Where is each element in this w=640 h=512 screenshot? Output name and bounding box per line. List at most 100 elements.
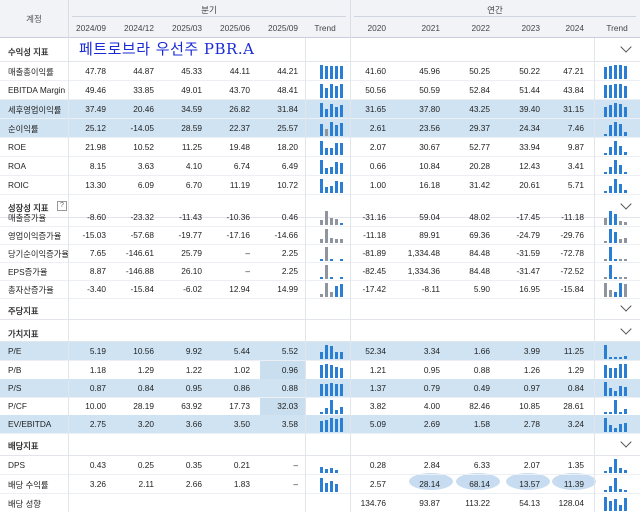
trend-sparkline[interactable] (318, 83, 352, 98)
trend-sparkline[interactable] (602, 264, 636, 279)
quarter-value: 0.43 (89, 460, 106, 470)
annual-value: -31.59 (516, 248, 540, 258)
trend-sparkline[interactable] (318, 399, 352, 414)
table-row[interactable]: 배당 성향 134.76 93.87 113.22 54.13 128.04 (0, 494, 640, 512)
table-row[interactable]: P/E 5.19 10.56 9.92 5.44 5.52 52.34 3.34 1.66 3.9… (0, 342, 640, 361)
table-row[interactable]: ROIC 13.30 6.09 6.70 11.19 10.72 1.00 16.18 31.4… (0, 176, 640, 195)
quarter-value: -14.05 (130, 123, 154, 133)
trend-sparkline[interactable] (602, 399, 636, 414)
table-row[interactable]: ROE 21.98 10.52 11.25 19.48 18.20 2.07 30.67 52.… (0, 138, 640, 157)
trend-bar (335, 66, 338, 79)
trend-sparkline[interactable] (602, 121, 636, 136)
section-growth[interactable]: 성장성 지표 ? (0, 196, 640, 218)
trend-sparkline[interactable] (318, 264, 352, 279)
trend-sparkline[interactable] (318, 282, 352, 297)
trend-sparkline[interactable] (602, 417, 636, 432)
help-icon[interactable]: ? (57, 201, 67, 211)
chevron-down-icon[interactable] (620, 300, 632, 312)
table-row[interactable]: 매출총이익률 47.78 44.87 45.33 44.11 44.21 41.60 45.9… (0, 62, 640, 81)
section-per-share[interactable]: 주당지표 (0, 298, 640, 320)
table-row[interactable]: 총자산증가율 -3.40 -15.84 -6.02 12.94 14.99 -17.42 -8… (0, 280, 640, 299)
col-2023[interactable]: 2023 (521, 23, 540, 33)
trend-sparkline[interactable] (318, 458, 352, 473)
col-2024[interactable]: 2024 (565, 23, 584, 33)
trend-sparkline[interactable] (602, 178, 636, 193)
trend-sparkline[interactable] (602, 496, 636, 511)
table-row[interactable]: P/S 0.87 0.84 0.95 0.86 0.88 1.37 0.79 0.49 0.97 0… (0, 379, 640, 398)
trend-sparkline[interactable] (318, 417, 352, 432)
quarter-value: -11.43 (179, 212, 202, 222)
trend-sparkline[interactable] (318, 210, 352, 225)
trend-sparkline[interactable] (318, 178, 352, 193)
quarter-value: – (293, 479, 298, 489)
trend-bar (619, 277, 622, 279)
quarter-value: 6.74 (233, 161, 250, 171)
trend-sparkline[interactable] (318, 64, 352, 79)
col-2025-06[interactable]: 2025/06 (220, 23, 250, 33)
trend-sparkline[interactable] (602, 458, 636, 473)
trend-sparkline[interactable] (318, 140, 352, 155)
table-row[interactable]: EBITDA Margin 49.46 33.85 49.01 43.70 48.41 50… (0, 81, 640, 100)
trend-sparkline[interactable] (318, 381, 352, 396)
trend-sparkline[interactable] (602, 477, 636, 492)
section-dividend[interactable]: 배당지표 (0, 434, 640, 456)
table-row[interactable]: 배당 수익률 3.26 2.11 2.66 1.83 – 2.57 28.14 68.14 13.… (0, 475, 640, 494)
trend-sparkline[interactable] (318, 477, 352, 492)
table-row[interactable]: 당기순이익증가율 7.65 -146.61 25.79 – 2.25 -81.89 1,334… (0, 244, 640, 263)
table-row[interactable]: EPS증가율 8.87 -146.88 26.10 – 2.25 -82.45 1,334.3… (0, 262, 640, 281)
trend-bar (624, 284, 627, 297)
table-row[interactable]: P/B 1.18 1.29 1.22 1.02 0.96 1.21 0.95 0.88 1.26 1… (0, 361, 640, 380)
chevron-down-icon[interactable] (620, 436, 632, 448)
trend-sparkline[interactable] (602, 210, 636, 225)
col-2025-03[interactable]: 2025/03 (172, 23, 202, 33)
trend-sparkline[interactable] (602, 246, 636, 261)
trend-sparkline[interactable] (602, 159, 636, 174)
trend-sparkline[interactable] (602, 381, 636, 396)
col-2020[interactable]: 2020 (367, 23, 386, 33)
annual-value: 45.96 (419, 66, 440, 76)
trend-sparkline[interactable] (602, 140, 636, 155)
col-2025-09[interactable]: 2025/09 (268, 23, 298, 33)
trend-sparkline[interactable] (602, 228, 636, 243)
quarter-value: 25.79 (181, 248, 202, 258)
table-row[interactable]: 매출증가율 -8.60 -23.32 -11.43 -10.36 0.46 -31.16 59… (0, 208, 640, 227)
quarter-value: -17.16 (226, 230, 250, 240)
trend-sparkline[interactable] (602, 363, 636, 378)
table-row[interactable]: ROA 8.15 3.63 4.10 6.74 6.49 0.66 10.84 20.28 12.… (0, 157, 640, 176)
table-row[interactable]: 세후영업이익률 37.49 20.46 34.59 26.82 31.84 31.65 37.… (0, 100, 640, 119)
trend-bar (320, 220, 323, 225)
trend-sparkline[interactable] (318, 121, 352, 136)
annual-value: 50.25 (469, 66, 490, 76)
col-2024-09[interactable]: 2024/09 (76, 23, 106, 33)
col-2024-12[interactable]: 2024/12 (124, 23, 154, 33)
table-row[interactable]: P/CF 10.00 28.19 63.92 17.73 32.03 3.82 4.00 82.… (0, 397, 640, 416)
trend-sparkline[interactable] (602, 64, 636, 79)
trend-sparkline[interactable] (602, 282, 636, 297)
chevron-down-icon[interactable] (620, 41, 632, 53)
highlight-oval (409, 473, 453, 490)
trend-sparkline[interactable] (318, 246, 352, 261)
table-row[interactable]: 영업이익증가율 -15.03 -57.68 -19.77 -17.16 -14.66 -11… (0, 226, 640, 245)
trend-sparkline[interactable] (602, 83, 636, 98)
table-row[interactable]: DPS 0.43 0.25 0.35 0.21 – 0.28 2.84 6.33 2.07 1.35 (0, 456, 640, 475)
trend-bar (325, 109, 328, 117)
trend-bar (604, 345, 607, 359)
annual-value: 5.71 (567, 180, 584, 190)
col-2021[interactable]: 2021 (421, 23, 440, 33)
col-2022[interactable]: 2022 (471, 23, 490, 33)
chevron-down-icon[interactable] (620, 323, 632, 335)
table-row[interactable]: EV/EBITDA 2.75 3.20 3.66 3.50 3.58 5.09 2.69 1.5… (0, 415, 640, 434)
quarter-value: 7.65 (89, 248, 106, 258)
quarter-value: – (245, 248, 250, 258)
trend-sparkline[interactable] (318, 102, 352, 117)
annual-value: 2.78 (523, 419, 540, 429)
trend-sparkline[interactable] (318, 159, 352, 174)
section-valuation[interactable]: 가치지표 (0, 320, 640, 342)
trend-sparkline[interactable] (602, 102, 636, 117)
section-profitability[interactable]: 수익성 지표 (0, 38, 640, 62)
trend-sparkline[interactable] (318, 228, 352, 243)
trend-sparkline[interactable] (602, 344, 636, 359)
trend-sparkline[interactable] (318, 344, 352, 359)
table-row[interactable]: 순이익률 25.12 -14.05 28.59 22.37 25.57 2.61 23.56 2… (0, 119, 640, 138)
trend-sparkline[interactable] (318, 363, 352, 378)
